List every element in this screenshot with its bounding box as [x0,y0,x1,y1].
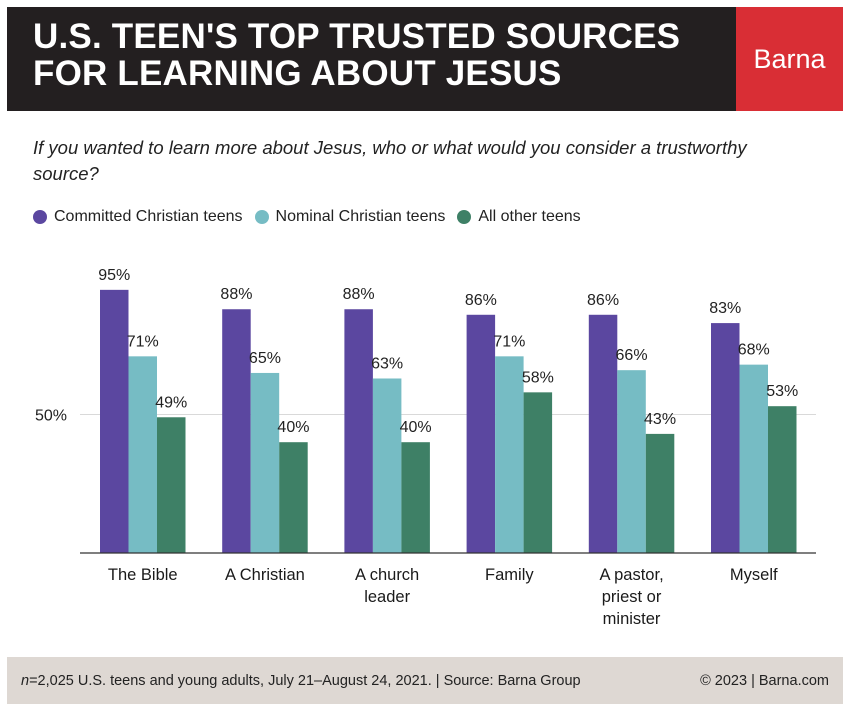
survey-question: If you wanted to learn more about Jesus,… [33,137,747,184]
x-tick-label-c1-l0: A Christian [225,566,305,584]
data-label-s0-c0: 95% [98,267,130,284]
bar-s2-c5 [768,406,797,553]
data-label-s1-c2: 63% [371,355,403,372]
data-label-s2-c4: 43% [644,411,676,428]
bar-s2-c0 [157,417,186,553]
x-tick-label-c4-l0: A pastor, [599,566,663,584]
sample-n-label: n [21,673,30,689]
bar-s0-c5 [711,323,740,553]
bar-s2-c1 [279,442,308,553]
sample-note: n=2,025 U.S. teens and young adults, Jul… [21,673,581,689]
legend-item-committed: Committed Christian teens [33,208,243,226]
bar-s0-c1 [222,309,251,553]
data-label-s1-c1: 65% [249,350,281,367]
bar-s1-c3 [495,356,524,553]
barna-logo: Barna [736,7,843,111]
bar-s1-c5 [739,364,768,553]
x-tick-label-c0-l0: The Bible [108,566,178,584]
bar-s1-c0 [128,356,157,553]
data-label-s1-c0: 71% [127,333,159,350]
x-tick-label-c5-l0: Myself [730,566,778,584]
data-label-s0-c1: 88% [220,286,252,303]
bar-s2-c3 [523,392,553,553]
data-label-s2-c2: 40% [400,419,432,436]
bar-s0-c4 [588,314,618,553]
x-tick-label-c4-l2: minister [603,610,661,628]
x-tick-label-c3-l0: Family [485,566,534,584]
data-label-s0-c3: 86% [465,292,497,309]
data-label-s2-c1: 40% [277,419,309,436]
bar-s1-c2 [372,378,402,553]
legend-item-other: All other teens [457,208,581,226]
data-label-s2-c3: 58% [522,369,554,386]
bar-s0-c2 [344,309,373,553]
infographic-frame [7,7,843,704]
header-bar [7,7,736,111]
data-label-s1-c4: 66% [616,347,648,364]
legend-swatch-committed [33,210,47,224]
bar-s1-c1 [250,372,280,553]
page-title: U.S. TEEN'S TOP TRUSTED SOURCES FOR LEAR… [33,18,680,92]
sample-note-text: =2,025 U.S. teens and young adults, July… [29,673,581,689]
x-tick-label-c2-l0: A church [355,566,419,584]
x-tick-label-c4-l1: priest or [602,588,662,606]
legend-label-other: All other teens [478,208,581,225]
data-label-s2-c5: 53% [766,383,798,400]
data-label-s1-c5: 68% [738,342,770,359]
bar-s2-c2 [401,442,430,553]
data-label-s0-c5: 83% [709,300,741,317]
data-label-s0-c4: 86% [587,292,619,309]
legend-swatch-other [457,210,472,224]
title-line-2: FOR LEARNING ABOUT JESUS [33,54,562,93]
footer-bar: n=2,025 U.S. teens and young adults, Jul… [7,657,843,704]
data-label-s0-c2: 88% [343,286,375,303]
bar-s1-c4 [617,370,646,553]
bar-s0-c3 [466,314,496,553]
bar-s0-c0 [100,289,129,553]
legend-label-nominal: Nominal Christian teens [275,208,446,225]
y-tick-label-0: 50% [35,408,67,425]
chart-legend: Committed Christian teens Nominal Christ… [33,208,593,226]
copyright: © 2023 | Barna.com [700,673,829,689]
legend-label-committed: Committed Christian teens [54,208,243,225]
legend-item-nominal: Nominal Christian teens [254,208,446,226]
legend-swatch-nominal [254,210,269,224]
data-label-s2-c0: 49% [155,394,187,411]
x-tick-label-c2-l1: leader [364,588,410,606]
data-label-s1-c3: 71% [493,333,525,350]
title-line-1: U.S. TEEN'S TOP TRUSTED SOURCES [33,17,681,56]
bar-s2-c4 [645,433,675,553]
